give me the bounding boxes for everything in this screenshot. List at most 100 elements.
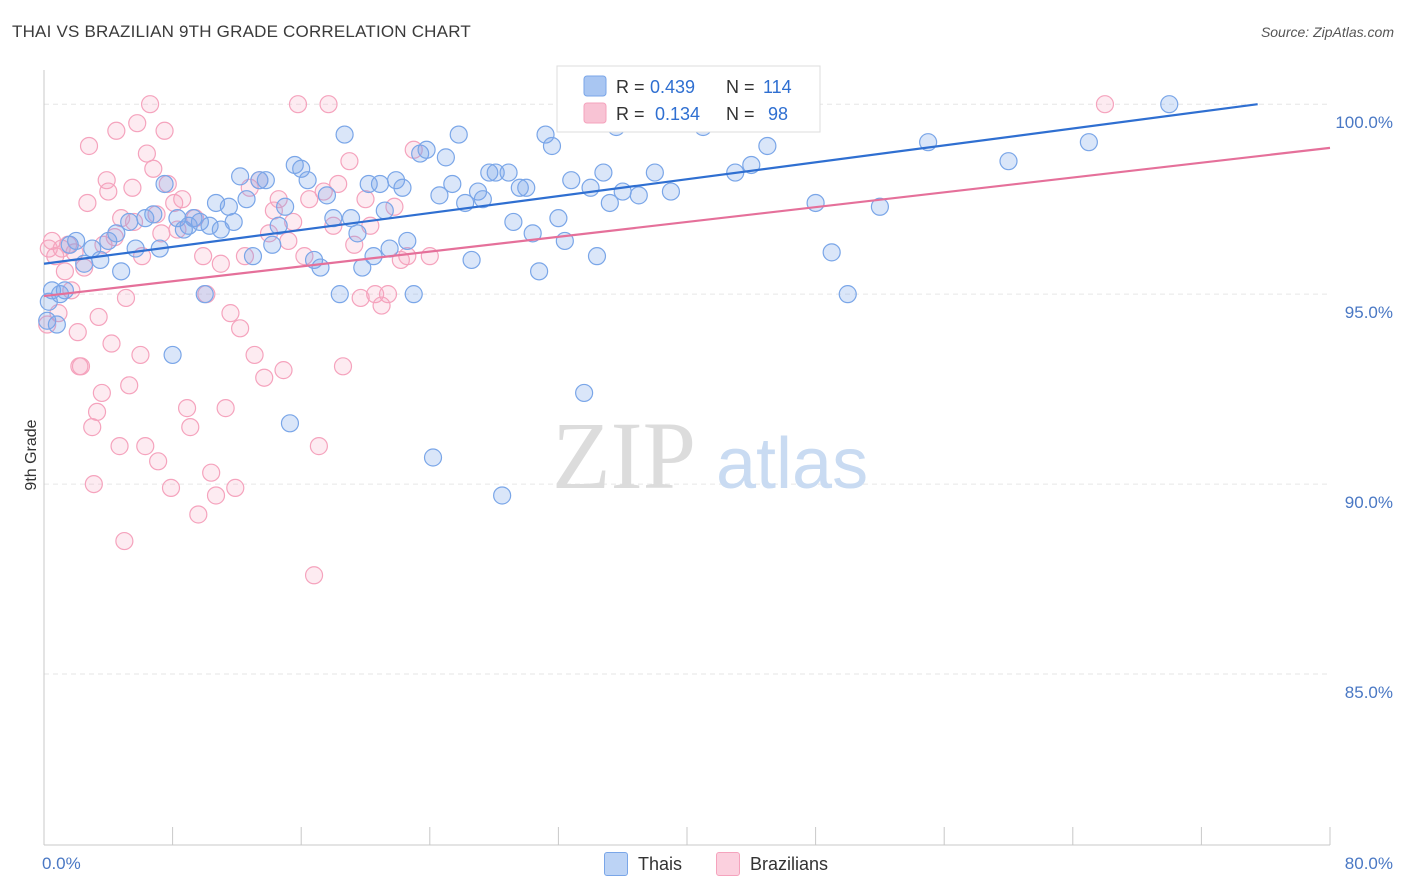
axes xyxy=(43,70,1331,846)
thais-point xyxy=(449,125,468,144)
brazilians-point xyxy=(107,121,126,140)
thais-point xyxy=(298,171,317,190)
thais-point xyxy=(370,174,390,194)
brazilians-point xyxy=(89,307,108,327)
brazilians-point xyxy=(177,399,197,418)
thais-point xyxy=(231,167,250,186)
thais-point xyxy=(486,163,505,182)
brazilians-point xyxy=(181,418,200,437)
brazilians-trend-line xyxy=(43,146,1331,298)
thais-point xyxy=(250,171,269,190)
brazilians-point xyxy=(99,182,118,201)
x-tick-labels: 0.0% 80.0% xyxy=(42,854,1393,873)
brazilians-point xyxy=(110,437,129,456)
brazilians-point xyxy=(255,368,274,387)
chart-title: THAI VS BRAZILIAN 9TH GRADE CORRELATION … xyxy=(12,22,471,41)
brazilians-point xyxy=(329,174,348,194)
brazilians-point xyxy=(116,288,136,308)
thais-point xyxy=(517,178,536,197)
thais-point xyxy=(870,197,890,216)
thais-point xyxy=(661,182,681,201)
legend-bottom-brazilians: Brazilians xyxy=(716,852,828,876)
legend-thais-r-label: R = xyxy=(616,77,645,97)
watermark: ZIP atlas xyxy=(552,402,868,509)
legend-thais-r-value: 0.439 xyxy=(650,77,695,97)
thais-point xyxy=(55,281,74,300)
thais-point xyxy=(224,212,243,232)
legend-bottom-thais: Thais xyxy=(604,852,682,876)
brazilians-point xyxy=(102,334,121,353)
thais-point xyxy=(243,247,263,266)
brazilians-point xyxy=(128,114,147,133)
thais-point xyxy=(190,212,210,232)
thais-point xyxy=(91,250,110,270)
thais-point xyxy=(587,247,607,266)
thais-point xyxy=(256,171,275,190)
thais-point xyxy=(280,414,300,433)
legend-thais-swatch xyxy=(583,75,607,97)
brazilians-point xyxy=(120,376,139,395)
brazilians-point xyxy=(340,152,359,171)
y-axis-label: 9th Grade xyxy=(23,419,40,490)
brazilians-point xyxy=(62,281,81,300)
thais-point xyxy=(822,243,841,262)
brazilians-point xyxy=(269,190,288,209)
thais-point xyxy=(542,136,562,156)
thais-point xyxy=(126,239,145,258)
legend-brazilians-n-value: 98 xyxy=(768,104,788,124)
thais-point xyxy=(423,448,443,467)
thais-point xyxy=(600,193,619,213)
brazilians-point xyxy=(189,505,208,524)
brazilians-point xyxy=(155,121,174,140)
thais-point xyxy=(317,186,337,205)
thais-point xyxy=(530,262,549,281)
thais-point xyxy=(575,383,594,403)
thais-point xyxy=(999,152,1018,171)
brazilians-point xyxy=(136,437,155,456)
brazilians-point xyxy=(288,95,308,114)
brazilians-point xyxy=(140,95,160,114)
thais-point xyxy=(549,209,568,228)
thais-point xyxy=(645,163,664,182)
thais-point xyxy=(120,212,139,232)
y-tick-label: 85.0% xyxy=(1345,683,1393,702)
brazilians-point xyxy=(226,478,245,497)
thais-point xyxy=(562,171,581,190)
thais-point xyxy=(493,486,512,505)
thais-point xyxy=(436,148,455,167)
brazilians-point xyxy=(398,247,417,266)
brazilians-point xyxy=(351,288,370,308)
thais-point xyxy=(38,311,57,330)
brazilians-point xyxy=(161,478,181,497)
brazilians-point xyxy=(71,357,91,376)
brazilians-point xyxy=(295,247,314,266)
thais-point xyxy=(107,224,126,243)
brazilians-point xyxy=(356,190,375,209)
thais-point xyxy=(417,140,436,159)
brazilians-point xyxy=(115,531,134,551)
x-tick-label: 0.0% xyxy=(42,854,81,873)
thais-point xyxy=(219,197,238,216)
thais-point xyxy=(1079,133,1098,152)
grid xyxy=(44,103,1330,675)
thais-point xyxy=(398,231,417,251)
thais-point xyxy=(462,250,481,270)
brazilians-point xyxy=(221,304,240,323)
legend-thais-n-label: N = xyxy=(726,77,755,97)
brazilians-point xyxy=(206,486,226,505)
brazilians-point xyxy=(79,136,99,156)
thais-point xyxy=(163,345,182,365)
thais-point xyxy=(237,190,256,209)
thais-point xyxy=(348,224,367,243)
y-tick-label: 95.0% xyxy=(1345,303,1393,322)
thais-point xyxy=(499,163,518,182)
brazilians-point xyxy=(78,193,97,213)
thais-point xyxy=(838,285,857,304)
legend-brazilians-n-label: N = xyxy=(726,104,755,124)
thais-point xyxy=(430,186,449,205)
thais-point xyxy=(393,178,412,197)
thais-point xyxy=(364,247,383,266)
brazilians-point xyxy=(385,197,404,216)
brazilians-point xyxy=(309,437,328,456)
